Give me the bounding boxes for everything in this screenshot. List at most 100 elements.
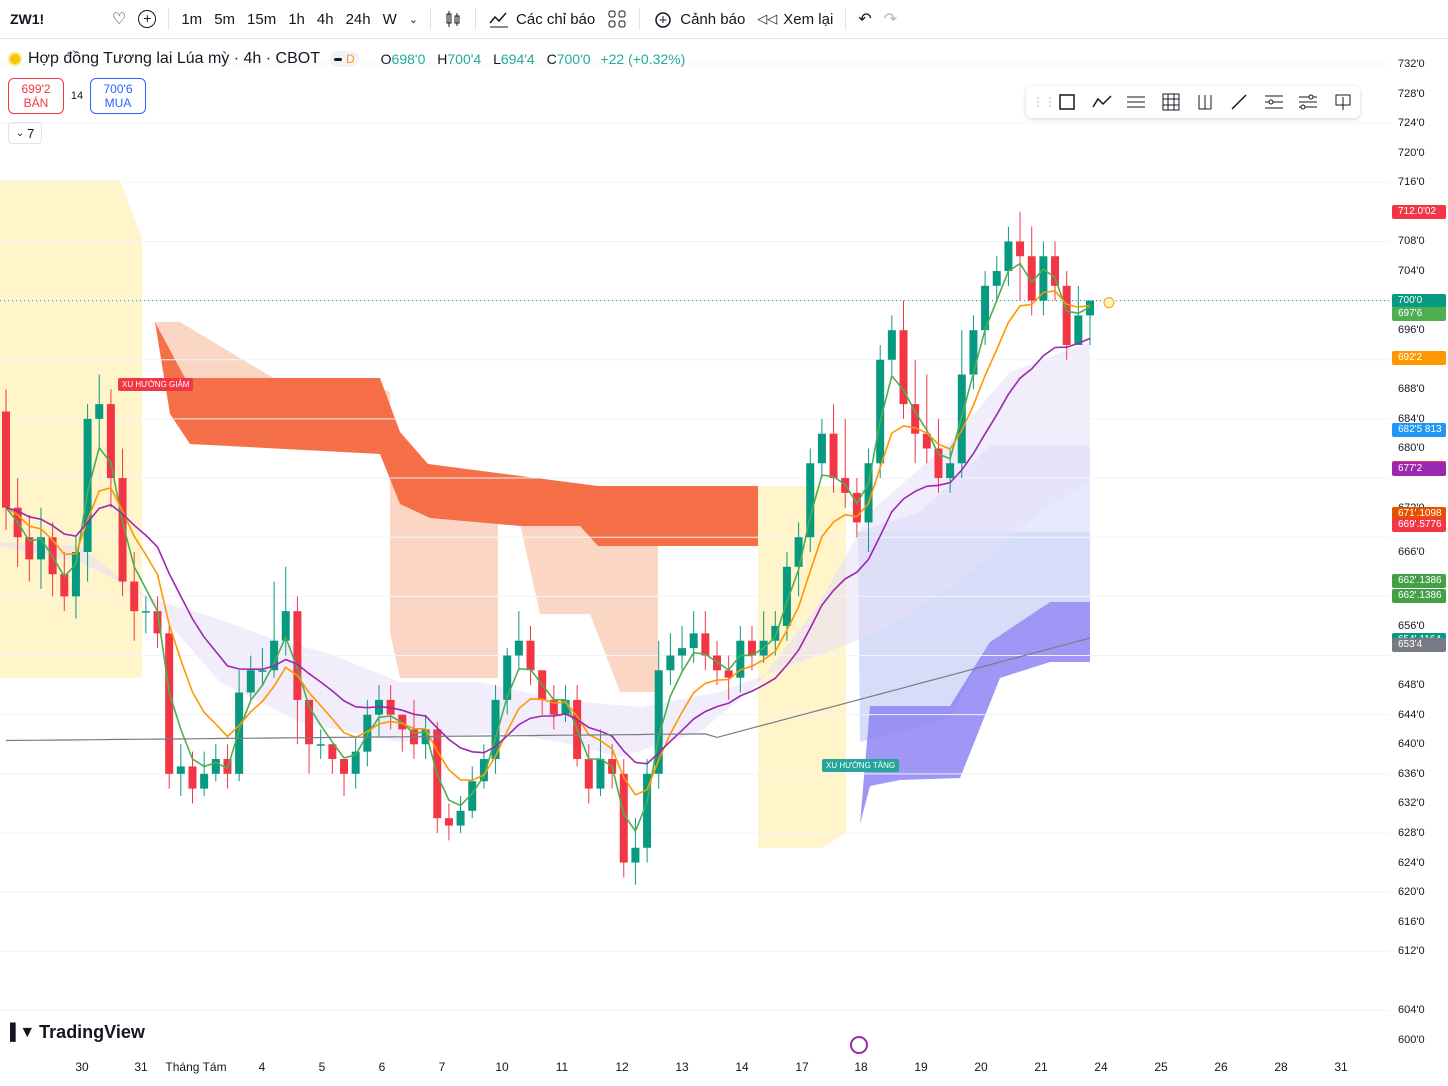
candle-body (235, 692, 244, 774)
drag-handle-icon[interactable]: ⋮⋮ (1032, 95, 1056, 109)
interval-dropdown-chevron-down-icon[interactable]: ⌄ (408, 13, 419, 26)
candle-body (491, 699, 500, 760)
trade-panel: 699'2 BÁN 14 700'6 MUA (8, 78, 146, 114)
candle-body (981, 285, 990, 331)
candle-body (829, 433, 838, 479)
candle-body (1062, 285, 1071, 345)
chart-type-candles-icon[interactable] (437, 0, 469, 38)
candle-body (293, 611, 302, 700)
price-badge: 700'0 (1392, 293, 1446, 308)
interval-5m[interactable]: 5m (214, 10, 236, 28)
symbol-search[interactable]: ZW1! (10, 11, 45, 27)
price-label: 666'0 (1398, 546, 1425, 558)
time-label: 5 (318, 1060, 326, 1074)
sell-button[interactable]: 699'2 BÁN (8, 78, 64, 114)
candle-body (106, 404, 115, 479)
candle-body (60, 574, 69, 597)
ema-line-1 (5, 262, 1091, 833)
collapse-indicators-button[interactable]: ⌄ 7 (8, 122, 42, 144)
interval-24h[interactable]: 24h (345, 10, 371, 28)
divider (475, 8, 477, 30)
price-label: 648'0 (1398, 679, 1425, 692)
candle-body (188, 766, 197, 789)
settings-sliders-icon[interactable] (1291, 86, 1325, 118)
candle-body (969, 330, 978, 375)
price-chart[interactable] (0, 42, 1390, 1054)
market-status-icon (8, 52, 22, 66)
candle-body (141, 611, 150, 613)
event-marker-icon[interactable] (850, 1036, 868, 1054)
time-axis[interactable]: 30 31 Tháng Tám 4 5 6 7 10 11 12 13 14 17 18 19 20 21 24 2… (0, 1056, 1448, 1080)
chart-title[interactable]: Hợp đồng Tương lai Lúa mỳ · 4h · CBOT (28, 50, 320, 67)
fib-retracement-icon[interactable] (1257, 86, 1291, 118)
buy-button[interactable]: 700'6 MUA (90, 78, 146, 114)
rectangle-icon[interactable] (1050, 86, 1084, 118)
candle-body (200, 773, 209, 789)
divider (845, 8, 847, 30)
spread-value: 14 (70, 90, 84, 102)
candle-body (631, 847, 640, 863)
interval-1h[interactable]: 1h (288, 10, 305, 28)
grid-icon[interactable] (1153, 86, 1187, 118)
interval-w[interactable]: W (382, 10, 397, 28)
alert-button[interactable]: Cảnh báo (646, 0, 751, 38)
time-label: 21 (1034, 1060, 1048, 1074)
time-label: 26 (1214, 1060, 1228, 1074)
time-label: Tháng Tám (165, 1060, 227, 1074)
candle-body (654, 670, 663, 774)
price-badge: 662'.1386 (1392, 588, 1446, 603)
candle-body (1016, 241, 1025, 257)
candle-body (351, 751, 360, 774)
bullish-cloud-strong (860, 602, 1090, 824)
price-axis[interactable]: 732'0 728'0 724'0 720'0 716'0 708'0 704'0 696'0… (1390, 42, 1448, 1052)
pitchfork-icon[interactable] (1188, 86, 1222, 118)
candle-body (130, 581, 139, 612)
candle-body (363, 714, 372, 752)
candle-body (852, 492, 861, 523)
indicators-button[interactable]: Các chỉ báo (482, 0, 601, 38)
path-icon[interactable] (1084, 86, 1118, 118)
candle-body (911, 404, 920, 434)
undo-icon[interactable]: ↶ (858, 11, 872, 28)
candle-body (305, 699, 314, 745)
uptrend-signal-tag: XU HƯỚNG TĂNG (822, 759, 900, 772)
highlight-zone (758, 486, 846, 848)
trend-line-icon[interactable] (1222, 86, 1256, 118)
candle-body (806, 463, 815, 538)
candle-body (736, 640, 745, 678)
time-label: 30 (75, 1060, 89, 1074)
candle-body (724, 670, 733, 678)
indicators-icon (489, 12, 509, 28)
data-delay-badge[interactable]: D (329, 51, 359, 67)
drawing-toolbar: ⋮⋮ (1026, 86, 1360, 118)
candle-body (876, 359, 885, 464)
interval-1m[interactable]: 1m (181, 10, 203, 28)
price-label: 640'0 (1398, 738, 1425, 751)
candle-body (1027, 256, 1036, 301)
candle-body (1051, 256, 1060, 286)
redo-icon[interactable]: ↷ (883, 11, 898, 28)
interval-4h[interactable]: 4h (316, 10, 334, 28)
candle-body (270, 640, 279, 671)
price-label: 724'0 (1398, 117, 1425, 130)
candle-body (1086, 300, 1094, 316)
price-label: 720'0 (1398, 146, 1425, 159)
tradingview-logo[interactable]: ▌▼ TradingView (10, 1022, 145, 1042)
price-range-icon[interactable] (1326, 86, 1360, 118)
favorite-icon[interactable]: ♡ (112, 11, 127, 28)
price-badge: 662'.1386 (1392, 573, 1446, 588)
time-label: 24 (1094, 1060, 1108, 1074)
candle-body (584, 759, 593, 789)
candle-body (701, 633, 710, 656)
templates-grid-icon[interactable] (601, 0, 633, 38)
divider (639, 8, 641, 30)
price-label: 644'0 (1398, 708, 1425, 721)
parallel-lines-icon[interactable] (1119, 86, 1153, 118)
interval-15m[interactable]: 15m (247, 10, 277, 28)
candle-body (118, 478, 127, 582)
compare-add-icon[interactable]: + (132, 0, 162, 38)
candle-body (526, 640, 535, 671)
candle-body (549, 699, 558, 715)
replay-button[interactable]: ◁◁ Xem lại (757, 10, 834, 28)
candle-body (1039, 256, 1048, 301)
